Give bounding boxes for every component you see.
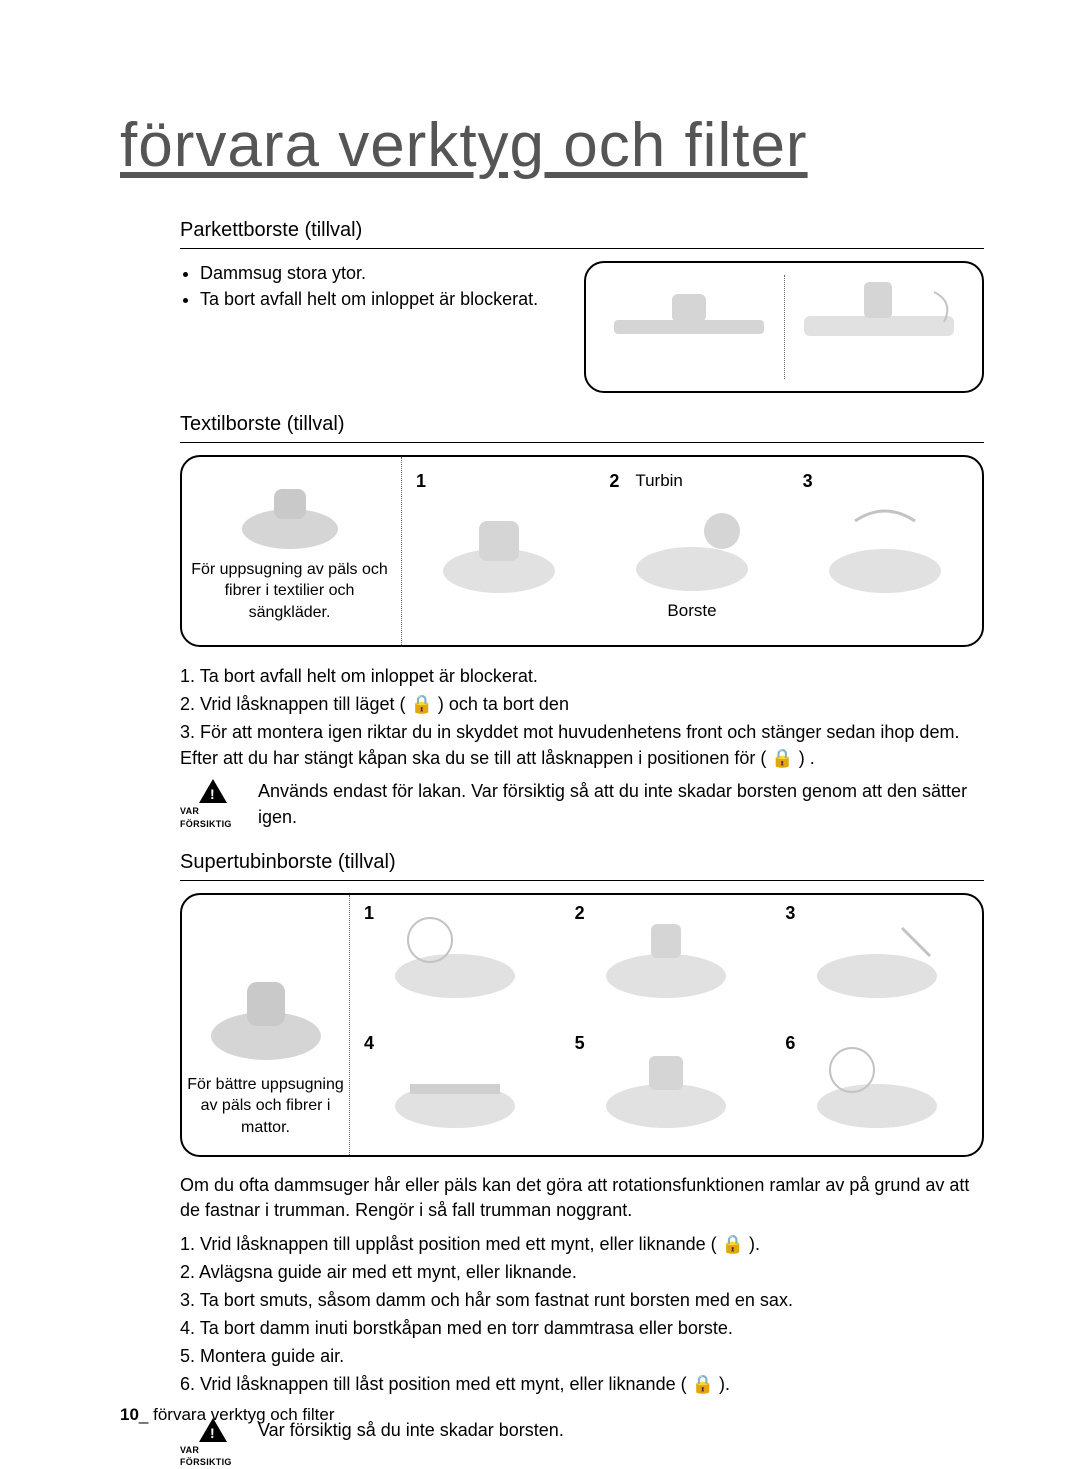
step-number: 1 xyxy=(364,903,374,924)
step-number: 6 xyxy=(785,1033,795,1054)
footer-label: förvara verktyg och filter xyxy=(153,1405,334,1424)
step-number: 3 xyxy=(803,471,813,492)
parkett-illustration-box xyxy=(584,261,984,393)
step-number: 3 xyxy=(785,903,795,924)
instruction-item: 3. Ta bort smuts, såsom damm och hår som… xyxy=(180,1287,984,1313)
parkett-heading: Parkettborste (tillval) xyxy=(180,219,984,242)
turbin-label: Turbin xyxy=(635,471,683,491)
instruction-item: 1. Vrid låsknappen till upplåst position… xyxy=(180,1231,984,1257)
step-illustration-icon xyxy=(815,491,955,611)
page-number: 10 xyxy=(120,1405,139,1424)
step-illustration-icon xyxy=(591,910,741,1010)
textil-step-2: 2 Turbin Borste xyxy=(595,457,788,645)
page-footer: 10_ förvara verktyg och filter xyxy=(120,1405,335,1425)
step-illustration-icon xyxy=(429,491,569,611)
textil-instructions: 1. Ta bort avfall helt om inloppet är bl… xyxy=(180,663,984,771)
super-brush-icon xyxy=(201,964,331,1074)
parkett-brush-icon xyxy=(594,272,974,382)
instruction-item: 5. Montera guide air. xyxy=(180,1343,984,1369)
step-illustration-icon xyxy=(802,910,952,1010)
step-illustration-icon xyxy=(622,491,762,611)
textil-caption: För uppsugning av päls och fibrer i text… xyxy=(182,457,402,645)
instruction-item: 1. Ta bort avfall helt om inloppet är bl… xyxy=(180,663,984,689)
caption-text: För uppsugning av päls och fibrer i text… xyxy=(186,559,393,624)
textil-brush-icon xyxy=(230,479,350,559)
bullet-item: Ta bort avfall helt om inloppet är block… xyxy=(200,287,538,311)
textil-caution: VAR FÖRSIKTIG Används endast för lakan. … xyxy=(180,779,984,830)
super-step-6: 6 xyxy=(771,1025,982,1155)
divider xyxy=(180,880,984,881)
super-instructions: 1. Vrid låsknappen till upplåst position… xyxy=(180,1231,984,1398)
caution-icon: VAR FÖRSIKTIG xyxy=(180,779,246,830)
step-number: 2 xyxy=(609,471,619,492)
caution-icon: VAR FÖRSIKTIG xyxy=(180,1418,246,1469)
textil-step-1: 1 xyxy=(402,457,595,645)
instruction-item: 4. Ta bort damm inuti borstkåpan med en … xyxy=(180,1315,984,1341)
super-caution: VAR FÖRSIKTIG Var försiktig så du inte s… xyxy=(180,1418,984,1469)
step-number: 2 xyxy=(575,903,585,924)
caution-text: Används endast för lakan. Var försiktig … xyxy=(258,779,984,829)
parkett-bullets: Dammsug stora ytor. Ta bort avfall helt … xyxy=(180,261,538,314)
step-number: 1 xyxy=(416,471,426,492)
step-illustration-icon xyxy=(802,1040,952,1140)
bullet-item: Dammsug stora ytor. xyxy=(200,261,538,285)
instruction-item: 2. Avlägsna guide air med ett mynt, elle… xyxy=(180,1259,984,1285)
instruction-item: 2. Vrid låsknappen till läget ( 🔒 ) och … xyxy=(180,691,984,717)
page-title: förvara verktyg och filter xyxy=(120,110,984,181)
step-illustration-icon xyxy=(591,1040,741,1140)
super-caption: För bättre uppsugning av päls och fibrer… xyxy=(182,895,350,1155)
instruction-item: 3. För att montera igen riktar du in sky… xyxy=(180,719,984,771)
step-illustration-icon xyxy=(380,1040,530,1140)
super-step-3: 3 xyxy=(771,895,982,1025)
step-illustration-icon xyxy=(380,910,530,1010)
super-intro: Om du ofta dammsuger hår eller päls kan … xyxy=(180,1173,984,1223)
step-number: 4 xyxy=(364,1033,374,1054)
instruction-item: 6. Vrid låsknappen till låst position me… xyxy=(180,1371,984,1397)
caption-text: För bättre uppsugning av päls och fibrer… xyxy=(186,1074,345,1139)
super-step-2: 2 xyxy=(561,895,772,1025)
super-heading: Supertubinborste (tillval) xyxy=(180,851,984,874)
caution-label: VAR FÖRSIKTIG xyxy=(180,805,246,830)
step-number: 5 xyxy=(575,1033,585,1054)
divider xyxy=(180,442,984,443)
super-step-1: 1 xyxy=(350,895,561,1025)
super-step-5: 5 xyxy=(561,1025,772,1155)
super-step-4: 4 xyxy=(350,1025,561,1155)
textil-heading: Textilborste (tillval) xyxy=(180,413,984,436)
divider xyxy=(180,248,984,249)
textil-illustration-box: För uppsugning av päls och fibrer i text… xyxy=(180,455,984,647)
textil-step-3: 3 xyxy=(789,457,982,645)
page-content: Parkettborste (tillval) Dammsug stora yt… xyxy=(124,219,984,1469)
caution-label: VAR FÖRSIKTIG xyxy=(180,1444,246,1469)
super-illustration-box: För bättre uppsugning av päls och fibrer… xyxy=(180,893,984,1157)
